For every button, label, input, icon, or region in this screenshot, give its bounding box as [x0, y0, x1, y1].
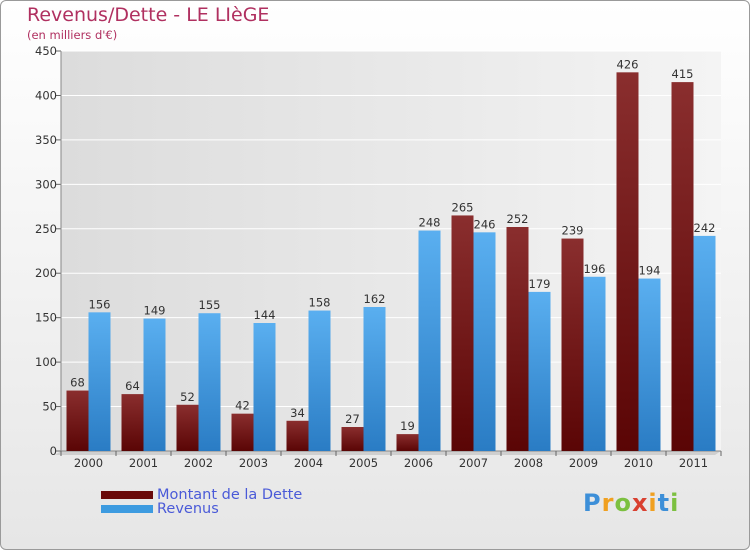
data-label-debt: 252: [507, 212, 529, 226]
x-tick-label: 2010: [624, 456, 653, 470]
chart-unit: (en milliers d'€): [27, 28, 118, 42]
proxiti-logo: Proxiti: [583, 489, 680, 517]
bar-revenus: [253, 323, 276, 451]
chart-title: Revenus/Dette - LE LIèGE: [27, 4, 270, 26]
x-tick-label: 2005: [349, 456, 378, 470]
bar-revenus: [528, 291, 551, 451]
data-label-revenus: 242: [694, 221, 716, 235]
bar-debt: [561, 238, 584, 451]
data-label-debt: 42: [235, 399, 250, 413]
legend-swatch-debt: [101, 491, 153, 499]
x-tick-label: 2008: [514, 456, 543, 470]
bar-revenus: [88, 312, 111, 451]
legend-label-debt: Montant de la Dette: [157, 487, 303, 503]
bar-revenus: [638, 278, 661, 451]
bar-revenus: [473, 232, 496, 451]
data-label-revenus: 149: [144, 304, 166, 318]
y-tick-label: 100: [35, 355, 57, 369]
x-tick-label: 2002: [184, 456, 213, 470]
y-tick-label: 300: [35, 177, 57, 191]
bar-revenus: [308, 310, 331, 451]
bar-debt: [176, 404, 199, 451]
data-label-revenus: 246: [474, 217, 496, 231]
y-tick-label: 0: [50, 444, 57, 458]
data-label-revenus: 248: [419, 216, 441, 230]
data-label-revenus: 158: [309, 296, 331, 310]
bar-revenus: [143, 318, 166, 451]
y-tick-label: 400: [35, 88, 57, 102]
legend-label-revenus: Revenus: [157, 501, 219, 517]
y-tick-label: 200: [35, 266, 57, 280]
y-tick-label: 250: [35, 222, 57, 236]
bar-debt: [506, 227, 529, 451]
x-tick-label: 2009: [569, 456, 598, 470]
legend-item-debt: Montant de la Dette: [101, 487, 302, 503]
x-tick-label: 2007: [459, 456, 488, 470]
data-label-debt: 52: [180, 390, 195, 404]
x-tick-label: 2001: [129, 456, 158, 470]
data-label-revenus: 196: [584, 262, 606, 276]
legend-swatch-revenus: [101, 505, 153, 513]
x-tick-label: 2004: [294, 456, 323, 470]
x-tick-label: 2003: [239, 456, 268, 470]
data-label-debt: 27: [345, 412, 360, 426]
x-tick-label: 2000: [74, 456, 103, 470]
plot-floor: [55, 451, 721, 455]
bar-revenus: [198, 313, 221, 451]
data-label-revenus: 156: [89, 297, 111, 311]
bar-debt: [671, 82, 694, 451]
y-tick-label: 350: [35, 133, 57, 147]
data-label-debt: 415: [672, 67, 694, 81]
data-label-revenus: 144: [254, 308, 276, 322]
data-label-debt: 239: [562, 224, 584, 238]
data-label-revenus: 155: [199, 298, 221, 312]
data-label-revenus: 194: [639, 264, 661, 278]
bar-debt: [286, 420, 309, 451]
x-tick-label: 2011: [679, 456, 708, 470]
bar-debt: [231, 413, 254, 451]
bar-revenus: [583, 276, 606, 451]
data-label-debt: 34: [290, 406, 305, 420]
bar-debt: [121, 394, 144, 451]
bar-debt: [451, 215, 474, 451]
bar-debt: [66, 390, 89, 451]
x-tick-label: 2006: [404, 456, 433, 470]
bar-debt: [341, 427, 364, 451]
bar-revenus: [363, 307, 386, 451]
y-tick-label: 450: [35, 44, 57, 58]
data-label-debt: 426: [617, 57, 639, 71]
bar-revenus: [693, 235, 716, 451]
bar-revenus: [418, 230, 441, 451]
data-label-debt: 68: [70, 376, 85, 390]
legend-item-revenus: Revenus: [101, 501, 219, 517]
data-label-debt: 64: [125, 379, 140, 393]
y-tick-label: 150: [35, 311, 57, 325]
y-tick-label: 50: [42, 400, 57, 414]
bar-debt: [616, 72, 639, 451]
plot-background: [61, 51, 721, 451]
data-label-debt: 19: [400, 419, 415, 433]
bar-debt: [396, 434, 419, 451]
data-label-debt: 265: [452, 200, 474, 214]
data-label-revenus: 162: [364, 292, 386, 306]
data-label-revenus: 179: [529, 277, 551, 291]
